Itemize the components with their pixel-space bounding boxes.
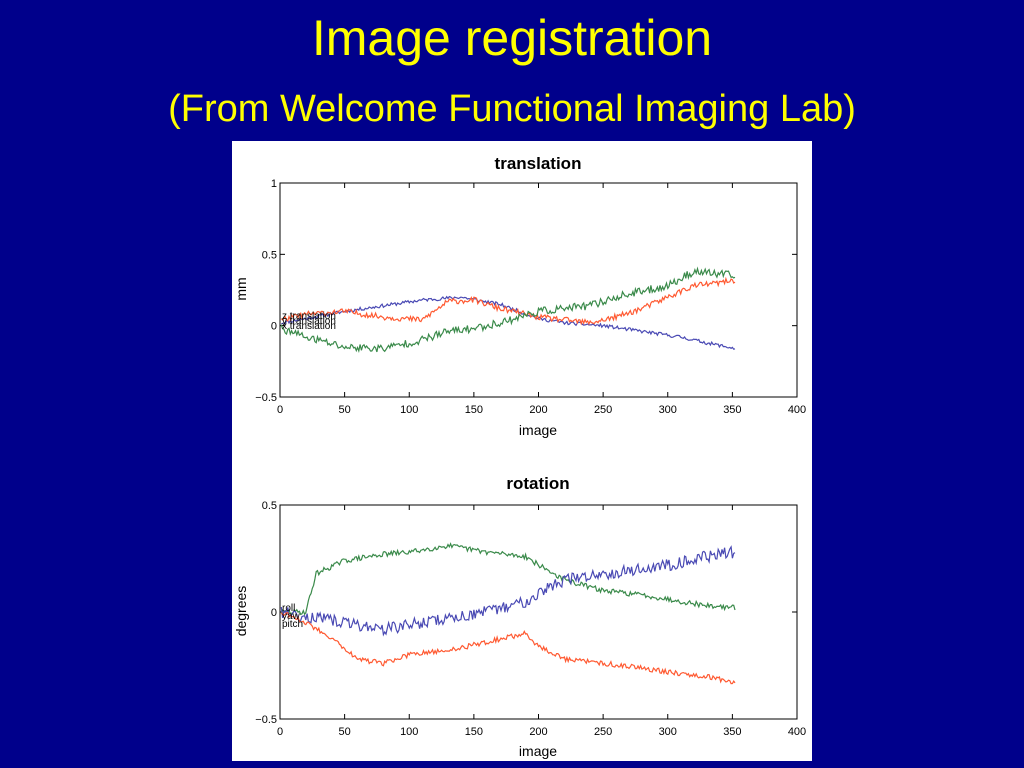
- series-line: [280, 612, 736, 685]
- x-tick-label: 250: [594, 726, 612, 738]
- x-tick-label: 50: [339, 404, 351, 416]
- x-tick-label: 250: [594, 404, 612, 416]
- x-tick-label: 100: [400, 726, 418, 738]
- x-axis-label: image: [519, 743, 557, 759]
- x-tick-label: 0: [277, 404, 283, 416]
- y-axis-label: degrees: [233, 586, 249, 637]
- y-tick-label: 0.5: [262, 500, 277, 512]
- legend-label: roll: [282, 603, 295, 614]
- series-line: [280, 276, 736, 326]
- translation-plot-area: 0 50 100 150 200 250 300 350 400−0.500.51z trans…: [255, 178, 806, 416]
- x-tick-label: 400: [788, 404, 806, 416]
- plot-frame: [279, 504, 798, 720]
- legend-label: x translation: [282, 321, 336, 332]
- x-tick-label: 0: [277, 726, 283, 738]
- series-line: [280, 266, 736, 354]
- y-tick-label: 0: [271, 321, 277, 333]
- chart-title: rotation: [506, 474, 569, 493]
- plot-frame: [279, 182, 798, 398]
- x-tick-label: 350: [723, 404, 741, 416]
- legend-label: y translation: [282, 316, 336, 327]
- x-tick-label: 200: [529, 726, 547, 738]
- x-axis-label: image: [519, 422, 557, 438]
- y-tick-label: 0.5: [262, 249, 277, 261]
- legend-label: pitch: [282, 619, 303, 630]
- y-tick-label: −0.5: [255, 392, 277, 404]
- series-line: [281, 295, 736, 350]
- x-tick-label: 50: [339, 726, 351, 738]
- x-tick-label: 300: [659, 726, 677, 738]
- x-tick-label: 350: [723, 726, 741, 738]
- series-line: [280, 545, 736, 637]
- y-tick-label: −0.5: [255, 714, 277, 726]
- x-tick-label: 150: [465, 726, 483, 738]
- chart-title: translation: [495, 154, 582, 173]
- series-line: [280, 542, 736, 616]
- x-tick-label: 300: [659, 404, 677, 416]
- legend-label: z translation: [282, 311, 336, 322]
- slide-title: Image registration: [311, 10, 713, 66]
- y-tick-label: 1: [271, 178, 277, 190]
- x-tick-label: 100: [400, 404, 418, 416]
- rotation-plot-area: 0 50 100 150 200 250 300 350 400−0.500.5rollyawp…: [255, 500, 806, 738]
- x-tick-label: 200: [529, 404, 547, 416]
- legend-label: yaw: [282, 611, 301, 622]
- y-axis-label: mm: [233, 277, 249, 300]
- figure-panel: translation 0 50 100 150 200 250 300 350 400 −0.5…: [232, 141, 812, 761]
- slide-subtitle: (From Welcome Functional Imaging Lab): [168, 88, 856, 130]
- y-tick-label: 0: [271, 607, 277, 619]
- x-tick-label: 400: [788, 726, 806, 738]
- x-tick-label: 150: [465, 404, 483, 416]
- rotation-chart: rotation 0 50 100 150 200 250 300 350 400−0.500.…: [233, 474, 806, 759]
- translation-chart: translation 0 50 100 150 200 250 300 350 400 −0.5…: [233, 154, 806, 438]
